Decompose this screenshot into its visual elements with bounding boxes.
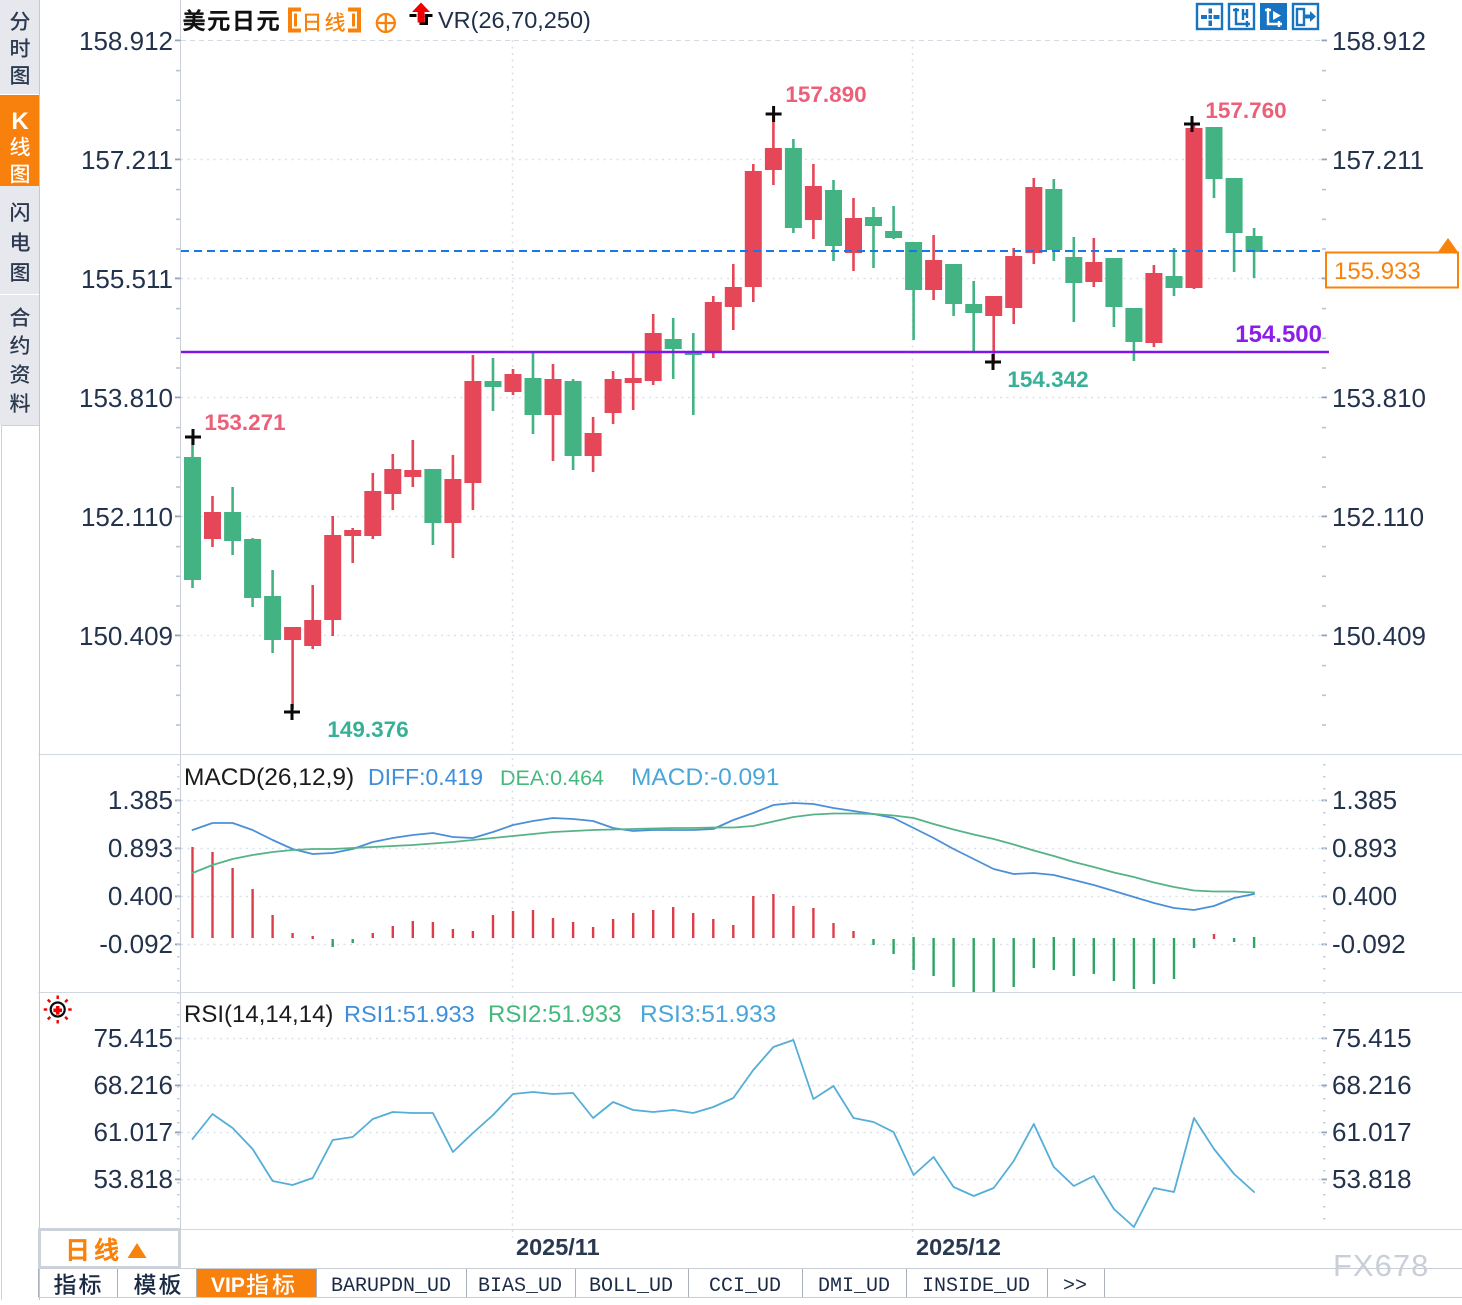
svg-text:68.216: 68.216 xyxy=(1332,1070,1412,1100)
svg-text:150.409: 150.409 xyxy=(79,621,173,651)
svg-text:CCI_UD: CCI_UD xyxy=(709,1275,781,1298)
svg-text:61.017: 61.017 xyxy=(93,1117,173,1147)
svg-text:157.890: 157.890 xyxy=(785,82,866,107)
svg-text:DEA:0.464: DEA:0.464 xyxy=(500,766,604,790)
svg-text:157.760: 157.760 xyxy=(1205,98,1286,123)
svg-text:0.893: 0.893 xyxy=(1332,833,1397,863)
svg-text:>>: >> xyxy=(1063,1275,1087,1298)
svg-text:DIFF:0.419: DIFF:0.419 xyxy=(368,764,483,790)
svg-text:0.400: 0.400 xyxy=(1332,881,1397,911)
svg-text:154.500: 154.500 xyxy=(1235,321,1322,348)
svg-text:MACD:-0.091: MACD:-0.091 xyxy=(631,764,779,791)
svg-text:158.912: 158.912 xyxy=(1332,26,1426,56)
svg-text:VR(26,70,250): VR(26,70,250) xyxy=(438,7,591,33)
svg-text:154.342: 154.342 xyxy=(1007,367,1088,392)
svg-text:INSIDE_UD: INSIDE_UD xyxy=(922,1275,1030,1298)
svg-text:0.400: 0.400 xyxy=(108,881,173,911)
svg-text:-0.092: -0.092 xyxy=(1332,929,1406,959)
svg-text:157.211: 157.211 xyxy=(1332,145,1424,175)
svg-text:RSI1:51.933: RSI1:51.933 xyxy=(344,1001,475,1027)
svg-text:BOLL_UD: BOLL_UD xyxy=(589,1275,673,1298)
svg-text:53.818: 53.818 xyxy=(93,1164,173,1194)
svg-text:DMI_UD: DMI_UD xyxy=(818,1275,890,1298)
svg-text:68.216: 68.216 xyxy=(93,1070,173,1100)
svg-text:MACD(26,12,9): MACD(26,12,9) xyxy=(184,764,354,791)
svg-text:53.818: 53.818 xyxy=(1332,1164,1412,1194)
svg-text:VIP: VIP xyxy=(211,1274,245,1297)
svg-text:75.415: 75.415 xyxy=(1332,1023,1412,1053)
svg-text:158.912: 158.912 xyxy=(79,26,173,56)
svg-text:RSI2:51.933: RSI2:51.933 xyxy=(488,1001,621,1028)
svg-text:153.271: 153.271 xyxy=(204,410,285,435)
svg-text:BARUPDN_UD: BARUPDN_UD xyxy=(331,1275,451,1298)
svg-text:153.810: 153.810 xyxy=(1332,383,1426,413)
svg-text:152.110: 152.110 xyxy=(1332,502,1424,532)
svg-text:2025/12: 2025/12 xyxy=(916,1234,1001,1260)
svg-text:0.893: 0.893 xyxy=(108,833,173,863)
svg-text:155.933: 155.933 xyxy=(1334,258,1421,285)
svg-text:FX678: FX678 xyxy=(1333,1248,1429,1283)
svg-text:153.810: 153.810 xyxy=(79,383,173,413)
svg-text:2025/11: 2025/11 xyxy=(516,1234,600,1260)
svg-text:1.385: 1.385 xyxy=(1332,785,1397,815)
svg-text:-0.092: -0.092 xyxy=(99,929,173,959)
svg-text:RSI(14,14,14): RSI(14,14,14) xyxy=(184,1001,333,1028)
svg-text:K: K xyxy=(11,108,29,135)
svg-text:61.017: 61.017 xyxy=(1332,1117,1412,1147)
svg-text:155.511: 155.511 xyxy=(81,264,173,294)
svg-text:BIAS_UD: BIAS_UD xyxy=(478,1275,562,1298)
svg-text:1.385: 1.385 xyxy=(108,785,173,815)
svg-text:152.110: 152.110 xyxy=(81,502,173,532)
svg-text:150.409: 150.409 xyxy=(1332,621,1426,651)
svg-text:75.415: 75.415 xyxy=(93,1023,173,1053)
svg-text:157.211: 157.211 xyxy=(81,145,173,175)
svg-text:RSI3:51.933: RSI3:51.933 xyxy=(640,1001,776,1028)
svg-text:149.376: 149.376 xyxy=(327,717,408,742)
